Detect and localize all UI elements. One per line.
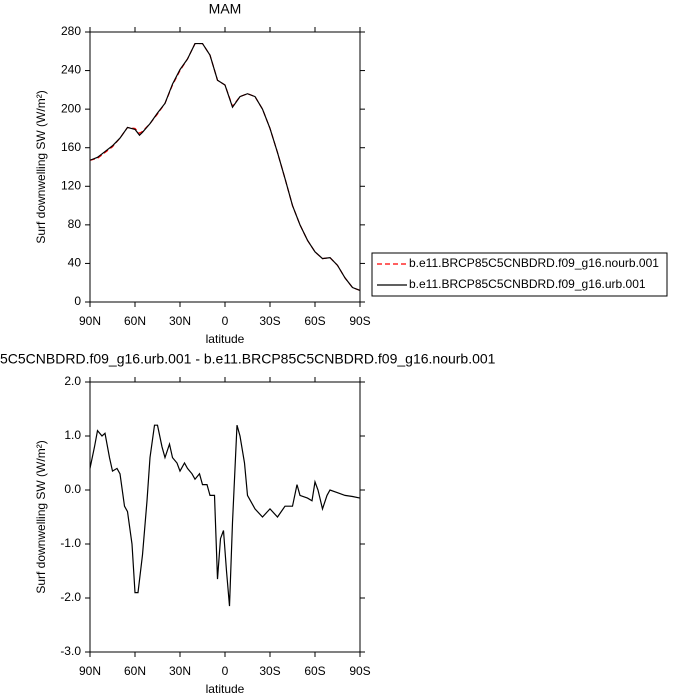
- x-tick-label: 0: [222, 664, 229, 678]
- x-tick-label: 30N: [169, 664, 191, 678]
- y-tick-label: 160: [61, 140, 81, 154]
- x-tick-label: 0: [222, 314, 229, 328]
- y-axis-label: Surf downwelling SW (W/m²): [34, 440, 48, 593]
- x-tick-label: 30S: [259, 314, 280, 328]
- y-tick-label: -2.0: [60, 590, 81, 604]
- y-tick-label: 120: [61, 178, 81, 192]
- x-tick-label: 60S: [304, 664, 325, 678]
- legend-box: [371, 252, 668, 297]
- chart-title: 5C5CNBDRD.f09_g16.urb.001 - b.e11.BRCP85…: [0, 351, 496, 367]
- y-tick-label: -1.0: [60, 536, 81, 550]
- plot-frame: [89, 381, 361, 653]
- y-tick-label: 2.0: [64, 374, 81, 388]
- x-tick-label: 30N: [169, 314, 191, 328]
- y-tick-label: 1.0: [64, 428, 81, 442]
- x-tick-label: 90S: [349, 314, 370, 328]
- legend-label: b.e11.BRCP85C5CNBDRD.f09_g16.nourb.001: [409, 256, 659, 270]
- x-axis-label: latitude: [206, 332, 245, 346]
- y-axis-label: Surf downwelling SW (W/m²): [34, 90, 48, 243]
- y-tick-label: 0: [74, 294, 81, 308]
- y-tick-label: 0.0: [64, 482, 81, 496]
- y-tick-label: -3.0: [60, 644, 81, 658]
- x-tick-label: 60N: [124, 664, 146, 678]
- data-line: [89, 42, 361, 291]
- x-tick-label: 30S: [259, 664, 280, 678]
- y-tick-label: 80: [68, 217, 82, 231]
- y-tick-label: 40: [68, 256, 82, 270]
- data-line: [89, 42, 361, 291]
- y-tick-label: 280: [61, 24, 81, 38]
- x-tick-label: 90N: [79, 314, 101, 328]
- chart-title: MAM: [209, 1, 242, 17]
- legend-label: b.e11.BRCP85C5CNBDRD.f09_g16.urb.001: [409, 277, 646, 291]
- y-tick-label: 240: [61, 63, 81, 77]
- x-tick-label: 90N: [79, 664, 101, 678]
- x-axis-label: latitude: [206, 682, 245, 696]
- x-tick-label: 60N: [124, 314, 146, 328]
- x-tick-label: 60S: [304, 314, 325, 328]
- x-tick-label: 90S: [349, 664, 370, 678]
- y-tick-label: 200: [61, 101, 81, 115]
- plot-frame: [89, 31, 361, 303]
- data-line: [89, 424, 361, 607]
